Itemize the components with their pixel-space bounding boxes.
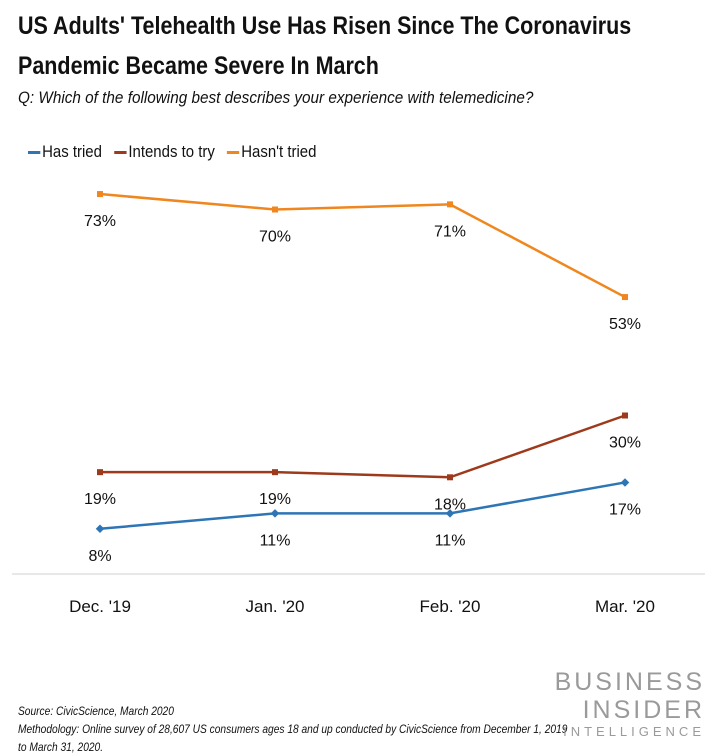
legend-label: Has tried: [42, 142, 102, 161]
data-label: 70%: [259, 229, 291, 246]
data-label: 8%: [88, 548, 111, 565]
data-label: 73%: [84, 213, 116, 230]
data-label: 53%: [609, 316, 641, 333]
legend: Has tried Intends to try Hasn't tried: [28, 142, 316, 162]
legend-hasnt-tried: Hasn't tried: [227, 142, 316, 162]
x-tick-label: Mar. '20: [595, 597, 655, 616]
data-point: [95, 524, 105, 534]
data-label: 19%: [84, 491, 116, 508]
data-label: 19%: [259, 491, 291, 508]
data-label: 11%: [435, 532, 466, 549]
chart-title: US Adults' Telehealth Use Has Risen Sinc…: [18, 12, 632, 80]
data-label: 17%: [609, 501, 641, 518]
data-point: [447, 474, 453, 481]
data-point: [620, 478, 630, 487]
data-point: [622, 412, 628, 419]
x-tick-label: Feb. '20: [420, 597, 481, 616]
business-insider-logo: BUSINESS INSIDER INTELLIGENCE: [555, 668, 705, 739]
data-point: [97, 469, 103, 476]
source-note: Source: CivicScience, March 2020: [18, 704, 174, 718]
data-label: 30%: [609, 435, 641, 452]
data-point: [447, 201, 453, 208]
series-line-2: [99, 192, 626, 299]
methodology-note-cont: to March 31, 2020.: [18, 740, 104, 754]
x-tick-label: Jan. '20: [245, 597, 304, 616]
series-line-0: [99, 481, 626, 531]
data-label: 71%: [434, 223, 466, 240]
data-point: [97, 191, 103, 198]
logo-line: BUSINESS: [554, 668, 705, 696]
logo-line: INSIDER: [582, 696, 705, 724]
legend-label: Hasn't tried: [241, 142, 317, 161]
data-point: [270, 509, 280, 518]
data-label: 11%: [260, 532, 291, 549]
legend-label: Intends to try: [128, 142, 215, 161]
data-point: [445, 509, 455, 518]
series-line-1: [100, 414, 626, 479]
legend-intends-to-try: Intends to try: [114, 142, 215, 162]
data-point: [272, 206, 278, 213]
data-label: 18%: [434, 496, 466, 513]
data-point: [272, 469, 278, 476]
logo-line: INTELLIGENCE: [563, 724, 705, 739]
data-point: [622, 294, 628, 301]
methodology-note: Methodology: Online survey of 28,607 US …: [18, 722, 568, 736]
legend-has-tried: Has tried: [28, 142, 102, 162]
chart-subtitle: Q: Which of the following best describes…: [18, 88, 534, 107]
x-tick-label: Dec. '19: [69, 597, 131, 616]
